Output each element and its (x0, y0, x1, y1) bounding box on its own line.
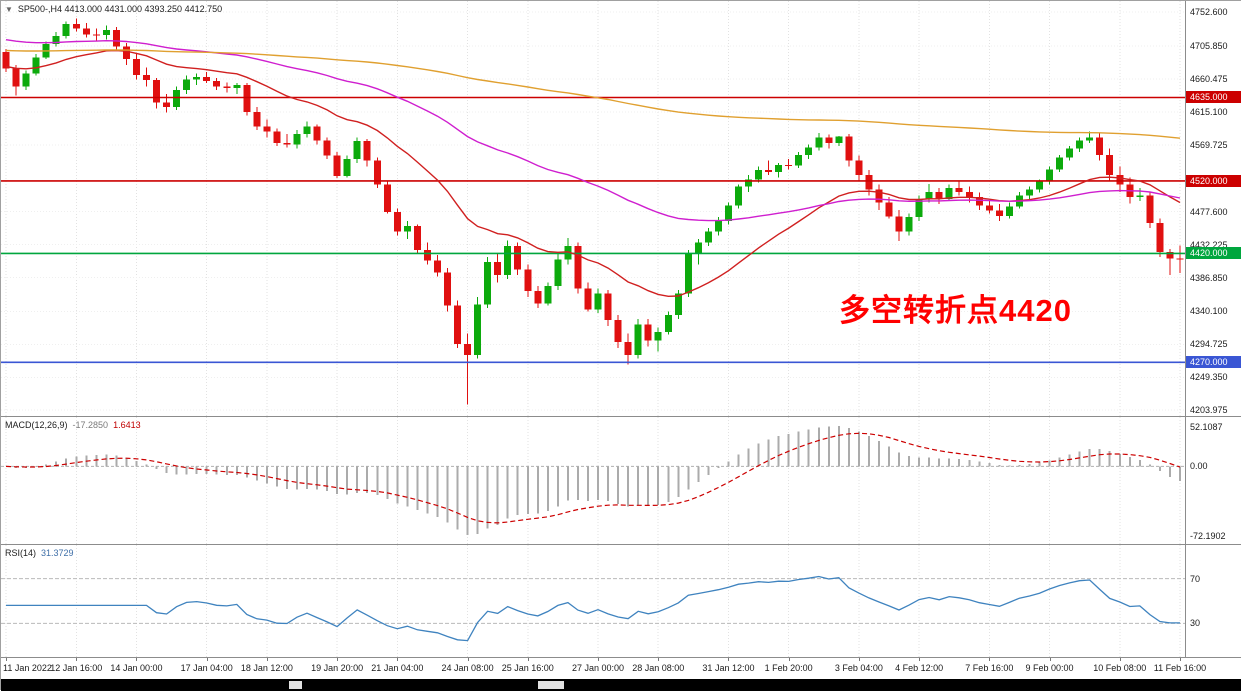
time-axis-tick (467, 658, 469, 661)
price-panel: ▼ SP500-,H4 4413.000 4431.000 4393.250 4… (1, 1, 1241, 416)
price-axis-label: 4477.600 (1190, 206, 1228, 217)
time-axis-label: 27 Jan 00:00 (571, 663, 625, 673)
time-axis-tick (1049, 658, 1051, 661)
time-axis-label: 31 Jan 12:00 (702, 663, 755, 673)
time-axis-label: 28 Jan 08:00 (632, 663, 685, 673)
time-axis-label: 12 Jan 16:00 (50, 663, 103, 673)
rsi-axis-label: 70 (1190, 573, 1201, 584)
grid-layer (1, 1, 1185, 416)
price-axis-label: 4752.600 (1190, 7, 1228, 18)
time-axis-label: 10 Feb 08:00 (1093, 663, 1147, 673)
macd-panel: MACD(12,26,9) -17.2850 1.6413 52.1087 0.0… (1, 416, 1241, 544)
time-axis-tick (136, 658, 138, 661)
time-axis-tick (728, 658, 730, 661)
price-axis-label: 4249.350 (1190, 372, 1228, 383)
macd-axis-label: 52.1087 (1190, 422, 1223, 432)
annotation-text[interactable]: 多空转折点4420 (839, 293, 1072, 328)
time-axis-tick (1179, 658, 1181, 661)
rsi-panel: RSI(14) 31.3729 70 30 (1, 544, 1241, 657)
macd-histogram (15, 425, 1181, 536)
time-axis-label: 11 Feb 16:00 (1153, 663, 1207, 673)
time-axis-tick (527, 658, 529, 661)
macd-axis[interactable]: 52.1087 0.00 -72.1902 (1185, 417, 1241, 544)
time-axis-tick (1119, 658, 1121, 661)
taskbar-item[interactable] (289, 681, 302, 689)
time-axis-label: 4 Feb 12:00 (895, 663, 944, 673)
taskbar-item[interactable] (538, 681, 564, 689)
price-axis-label: 4705.850 (1190, 41, 1228, 52)
rsi-chart-svg[interactable] (1, 545, 1185, 657)
time-axis-label: 9 Feb 00:00 (1025, 663, 1074, 673)
macd-header: MACD(12,26,9) -17.2850 1.6413 (5, 420, 141, 430)
price-axis-label: 4294.725 (1190, 339, 1228, 350)
price-level-badge: 4635.000 (1186, 91, 1241, 104)
chart-title: SP500-,H4 4413.000 4431.000 4393.250 441… (17, 4, 223, 14)
price-axis-label: 4340.100 (1190, 306, 1228, 317)
macd-main-value: -17.2850 (72, 420, 109, 430)
macd-axis-label: 0.00 (1190, 461, 1208, 472)
price-axis-label: 4569.725 (1190, 139, 1228, 150)
time-axis-label: 24 Jan 08:00 (441, 663, 494, 673)
macd-signal-value: 1.6413 (113, 420, 141, 430)
price-level-badge: 4420.000 (1186, 247, 1241, 260)
chart-dropdown-icon[interactable]: ▼ (5, 4, 13, 14)
macd-axis-label: -72.1902 (1190, 531, 1226, 541)
price-axis-label: 4386.850 (1190, 272, 1228, 283)
time-axis[interactable]: 11 Jan 2022 12 Jan 16:00 14 Jan 00:00 17 Ja… (1, 657, 1241, 679)
time-axis-label: 25 Jan 16:00 (501, 663, 554, 673)
time-axis-tick (397, 658, 399, 661)
time-axis-tick (658, 658, 660, 661)
rsi-value: 31.3729 (41, 548, 74, 558)
rsi-axis-label: 30 (1190, 618, 1201, 629)
time-axis-tick (788, 658, 790, 661)
price-axis-label: 4203.975 (1190, 405, 1228, 416)
rsi-header: RSI(14) 31.3729 (5, 548, 74, 558)
time-axis-label: 3 Feb 04:00 (834, 663, 883, 673)
price-axis-label: 4432.225 (1190, 239, 1228, 250)
price-axis[interactable]: 4752.600 4705.850 4660.475 4615.100 4569.725… (1185, 1, 1241, 416)
macd-label: MACD(12,26,9) (5, 420, 68, 430)
price-axis-label: 4615.100 (1190, 106, 1228, 117)
time-axis-label: 1 Feb 20:00 (764, 663, 813, 673)
time-axis-label: 18 Jan 12:00 (240, 663, 293, 673)
time-axis-tick (919, 658, 921, 661)
time-axis-tick (598, 658, 600, 661)
time-axis-label: 11 Jan 2022 (3, 663, 52, 673)
time-axis-label: 14 Jan 00:00 (110, 663, 163, 673)
time-axis-label: 21 Jan 04:00 (371, 663, 424, 673)
macd-signal-line (5, 432, 1181, 524)
price-level-badge: 4270.000 (1186, 356, 1241, 369)
time-axis-tick (989, 658, 991, 661)
ma-line-fast-red[interactable] (5, 49, 1181, 298)
main-chart-svg[interactable] (1, 1, 1185, 416)
rsi-axis[interactable]: 70 30 (1185, 545, 1241, 657)
ma-line-slow-orange[interactable] (5, 49, 1181, 139)
ma-line-mid-magenta[interactable] (5, 39, 1181, 222)
time-axis-tick (266, 658, 268, 661)
chart-title-bar: ▼ SP500-,H4 4413.000 4431.000 4393.250 4… (5, 4, 222, 14)
time-axis-label: 19 Jan 20:00 (311, 663, 364, 673)
time-axis-tick (858, 658, 860, 661)
taskbar-strip (1, 679, 1241, 691)
rsi-label: RSI(14) (5, 548, 37, 558)
time-axis-label: 7 Feb 16:00 (965, 663, 1014, 673)
price-level-badge: 4520.000 (1186, 174, 1241, 187)
time-axis-tick (76, 658, 78, 661)
time-axis-tick (206, 658, 208, 661)
rsi-line (6, 575, 1180, 642)
price-axis-label: 4660.475 (1190, 74, 1228, 84)
time-axis-tick (6, 658, 8, 661)
time-axis-label: 17 Jan 04:00 (180, 663, 233, 673)
macd-chart-svg[interactable] (1, 417, 1185, 544)
time-axis-tick (337, 658, 339, 661)
